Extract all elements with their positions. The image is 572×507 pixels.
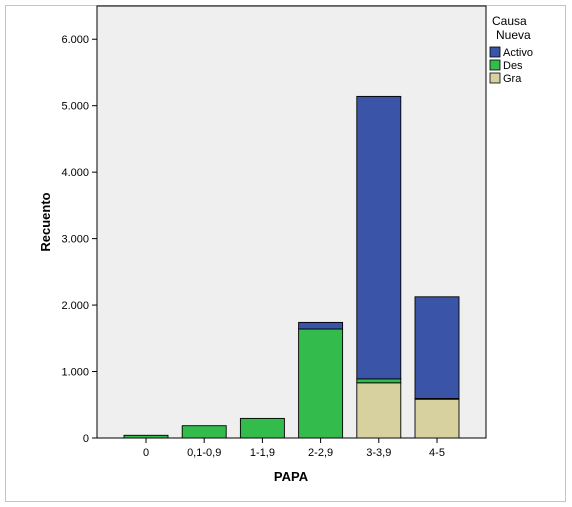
bar-des-3 — [298, 328, 344, 439]
y-tick-label: 4.000 — [61, 167, 89, 179]
bars-group — [123, 95, 460, 439]
bar-gra-5 — [414, 398, 460, 439]
y-axis: 0 1.000 2.000 3.000 4.000 5.000 6.000 — [61, 34, 97, 445]
legend-swatch-gra — [489, 72, 501, 84]
legend-label-gra: Gra — [503, 73, 522, 85]
bar-des-1 — [181, 425, 227, 439]
y-tick-label: 1.000 — [61, 367, 89, 379]
x-tick-label: 2-2,9 — [308, 447, 333, 459]
bar-activo-5 — [414, 296, 460, 399]
bar-des-2 — [239, 417, 285, 439]
x-axis-title: PAPA — [274, 469, 309, 484]
x-tick-label: 3-3,9 — [366, 447, 391, 459]
legend-swatch-activo — [489, 46, 501, 58]
y-tick-label: 6.000 — [61, 34, 89, 46]
bar-gra-4 — [356, 382, 402, 439]
y-tick-label: 3.000 — [61, 234, 89, 246]
y-tick-label: 2.000 — [61, 300, 89, 312]
bar-activo-3 — [298, 321, 344, 330]
bar-des-0 — [123, 434, 169, 439]
bar-activo-4 — [356, 95, 402, 380]
legend-title-line-1: Causa — [492, 14, 527, 28]
y-axis-title: Recuento — [38, 192, 53, 251]
x-tick-label: 0,1-0,9 — [187, 447, 221, 459]
x-tick-label: 1-1,9 — [250, 447, 275, 459]
bar-des-4 — [356, 378, 402, 384]
x-tick-label: 0 — [143, 447, 149, 459]
legend-title-line-2: Nueva — [496, 28, 531, 42]
legend-swatch-des — [489, 59, 501, 71]
legend-label-des: Des — [503, 60, 523, 72]
x-tick-label: 4-5 — [429, 447, 445, 459]
x-axis: 0 0,1-0,9 1-1,9 2-2,9 3-3,9 4-5 — [143, 438, 445, 459]
y-tick-label: 0 — [83, 433, 89, 445]
legend-label-activo: Activo — [503, 47, 533, 59]
y-tick-label: 5.000 — [61, 101, 89, 113]
